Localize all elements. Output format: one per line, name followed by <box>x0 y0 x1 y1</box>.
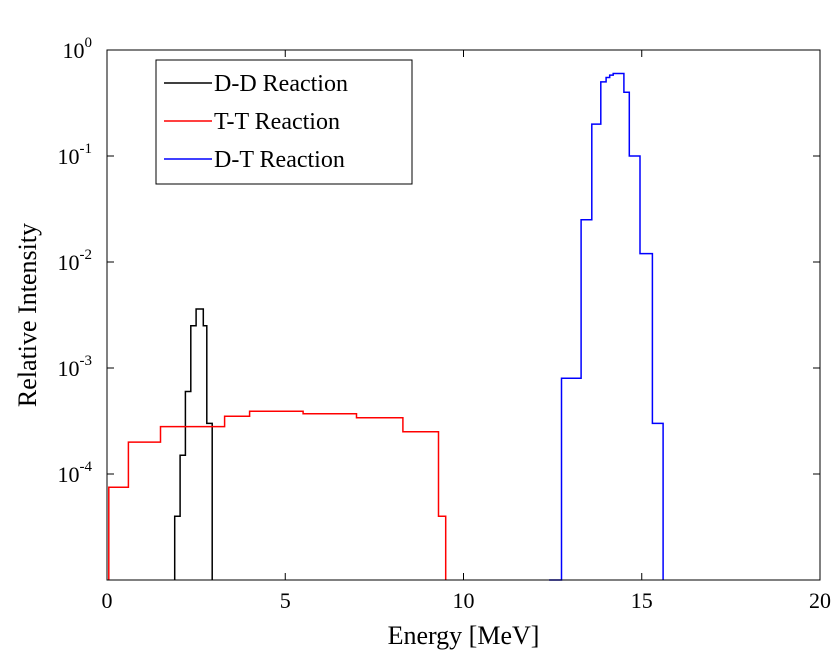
series-line-d-t-reaction <box>549 72 664 581</box>
legend-label: T-T Reaction <box>214 109 340 135</box>
x-tick-label: 5 <box>280 588 291 613</box>
series-layer <box>108 72 664 581</box>
y-tick-label: 10-4 <box>58 459 93 487</box>
y-tick-label: 10-3 <box>58 353 93 381</box>
x-tick-label: 10 <box>453 588 475 613</box>
x-tick-label: 15 <box>631 588 653 613</box>
x-tick-label: 20 <box>809 588 831 613</box>
legend-label: D-T Reaction <box>214 147 345 173</box>
y-tick-label: 10-1 <box>58 141 93 169</box>
x-axis-label: Energy [MeV] <box>388 621 540 650</box>
y-axis: 10-4 10-3 10-2 10-1 100 <box>58 35 820 487</box>
y-axis-label: Relative Intensity <box>13 223 42 407</box>
x-tick-label: 0 <box>102 588 113 613</box>
legend-label: D-D Reaction <box>214 71 348 97</box>
legend: D-D Reaction T-T Reaction D-T Reaction <box>155 59 413 185</box>
legend-box <box>155 59 413 185</box>
series-line-d-d-reaction <box>173 308 213 580</box>
y-tick-label: 10-2 <box>58 247 93 275</box>
y-tick-label: 100 <box>63 35 93 63</box>
x-axis: 0 5 10 15 20 <box>102 50 831 613</box>
series-line-t-t-reaction <box>108 410 447 580</box>
